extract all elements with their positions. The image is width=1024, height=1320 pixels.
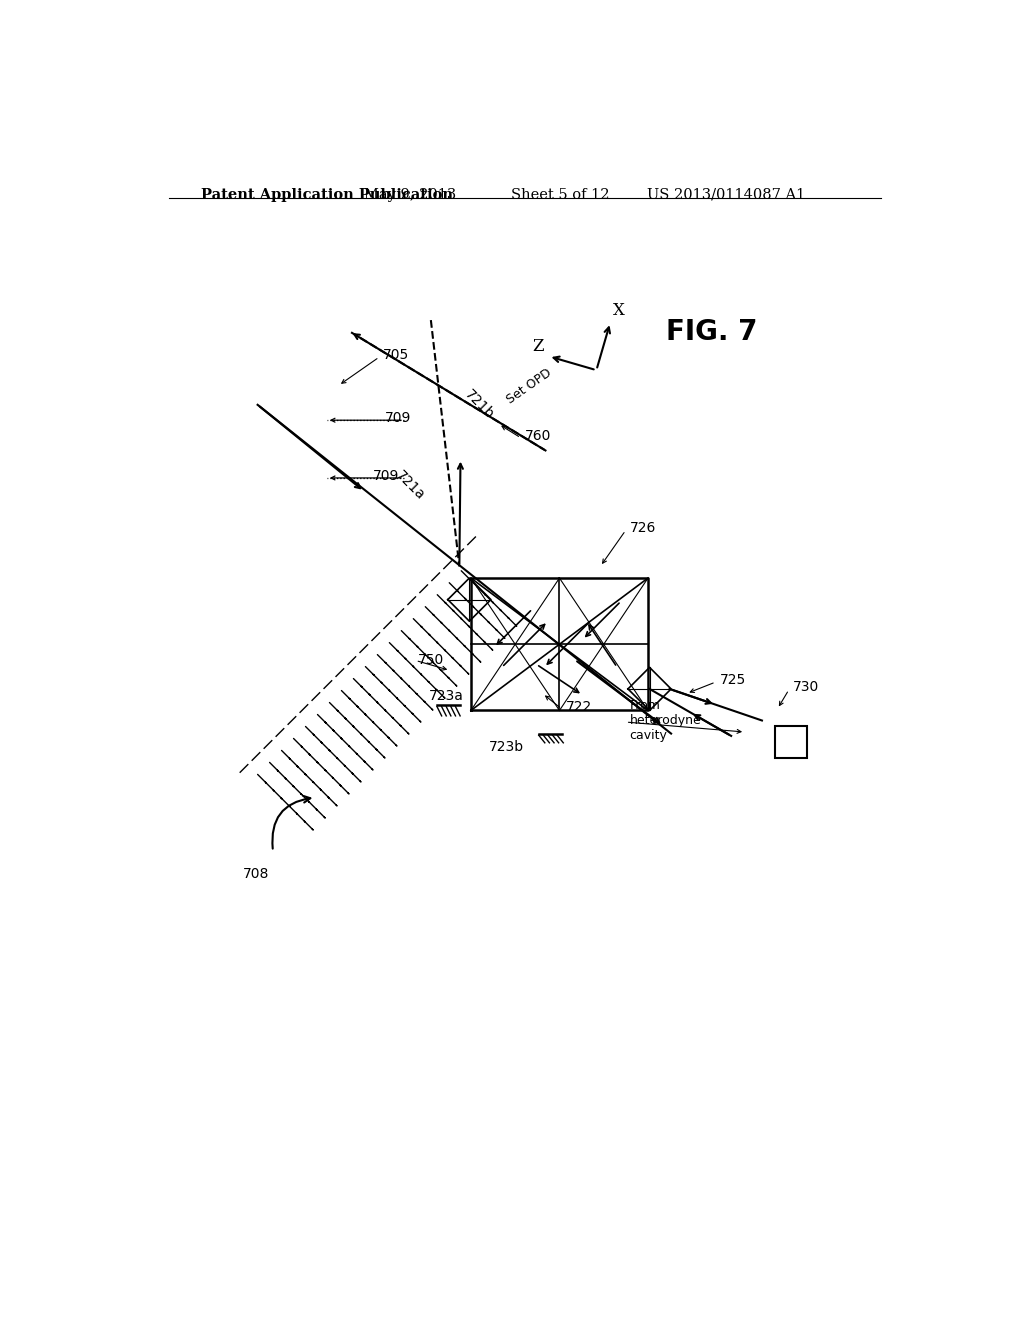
Text: 723a: 723a bbox=[429, 689, 464, 702]
Text: FIG. 7: FIG. 7 bbox=[667, 318, 758, 346]
Text: 723b: 723b bbox=[488, 741, 523, 755]
Text: 722: 722 bbox=[565, 700, 592, 714]
Text: Set OPD: Set OPD bbox=[504, 366, 554, 407]
FancyArrowPatch shape bbox=[272, 796, 310, 849]
Text: 760: 760 bbox=[524, 429, 551, 442]
Text: Sheet 5 of 12: Sheet 5 of 12 bbox=[511, 187, 609, 202]
Text: X: X bbox=[613, 302, 626, 319]
Text: 708: 708 bbox=[243, 867, 269, 882]
Text: Z: Z bbox=[532, 338, 544, 355]
Text: From
heterodyne
cavity: From heterodyne cavity bbox=[630, 700, 701, 742]
Text: 709: 709 bbox=[373, 469, 399, 483]
Text: 725: 725 bbox=[720, 673, 745, 686]
Text: 721a: 721a bbox=[392, 469, 427, 503]
Text: 705: 705 bbox=[383, 347, 410, 362]
Text: May 9, 2013: May 9, 2013 bbox=[364, 187, 457, 202]
Text: 730: 730 bbox=[793, 680, 819, 694]
Text: 750: 750 bbox=[418, 653, 444, 668]
Text: Patent Application Publication: Patent Application Publication bbox=[202, 187, 454, 202]
Text: 709: 709 bbox=[385, 411, 411, 425]
Text: 726: 726 bbox=[630, 521, 656, 535]
Text: US 2013/0114087 A1: US 2013/0114087 A1 bbox=[646, 187, 805, 202]
Text: 721b: 721b bbox=[462, 387, 497, 422]
